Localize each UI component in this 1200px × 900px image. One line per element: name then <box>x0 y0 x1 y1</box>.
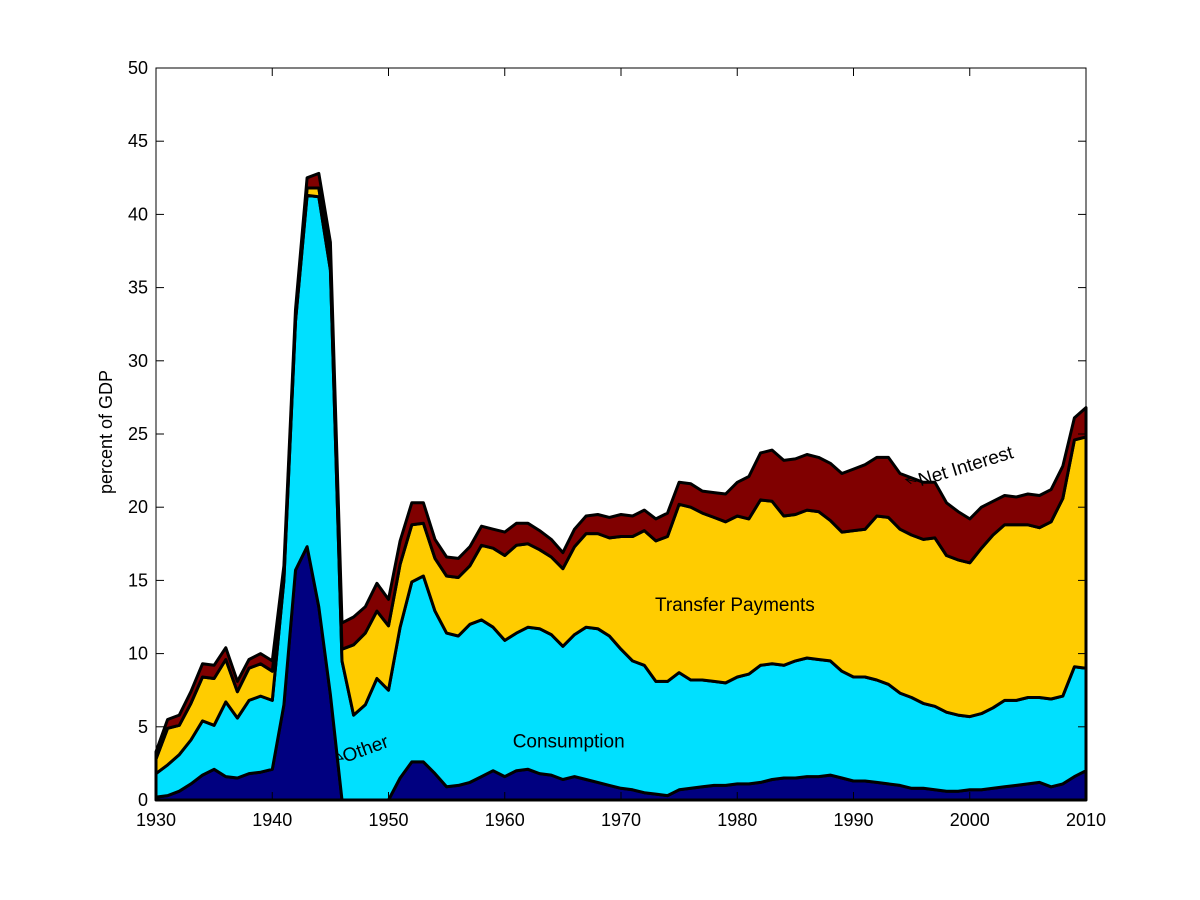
x-tick-label: 1930 <box>136 810 176 830</box>
y-tick-label: 20 <box>128 497 148 517</box>
y-tick-label: 5 <box>138 717 148 737</box>
y-tick-label: 10 <box>128 644 148 664</box>
y-tick-label: 15 <box>128 570 148 590</box>
y-tick-label: 0 <box>138 790 148 810</box>
y-tick-label: 50 <box>128 58 148 78</box>
y-tick-label: 45 <box>128 131 148 151</box>
x-tick-label: 1950 <box>368 810 408 830</box>
y-axis: 0 5 10 15 20 25 30 35 40 45 50 <box>128 58 1086 810</box>
x-tick-label: 1940 <box>252 810 292 830</box>
y-tick-label: 25 <box>128 424 148 444</box>
y-tick-label: 40 <box>128 204 148 224</box>
annotation-arrowhead <box>336 753 345 761</box>
annotation-label: Consumption <box>513 731 625 752</box>
annotation-arrow <box>905 478 917 483</box>
y-tick-label: 30 <box>128 351 148 371</box>
x-axis: 1930 1940 1950 1960 1970 1980 1990 2000 2010 <box>136 68 1106 830</box>
annotation-arrowhead <box>904 477 913 485</box>
y-tick-label: 35 <box>128 278 148 298</box>
annotation-label: Net Interest <box>916 442 1017 491</box>
x-tick-label: 1980 <box>717 810 757 830</box>
x-tick-label: 1970 <box>601 810 641 830</box>
y-axis-label: percent of GDP <box>96 370 116 494</box>
annotation-label: Transfer Payments <box>655 595 815 616</box>
x-tick-label: 1960 <box>485 810 525 830</box>
x-tick-label: 2000 <box>950 810 990 830</box>
x-tick-label: 2010 <box>1066 810 1106 830</box>
x-tick-label: 1990 <box>833 810 873 830</box>
stacked-areas <box>154 171 1088 802</box>
